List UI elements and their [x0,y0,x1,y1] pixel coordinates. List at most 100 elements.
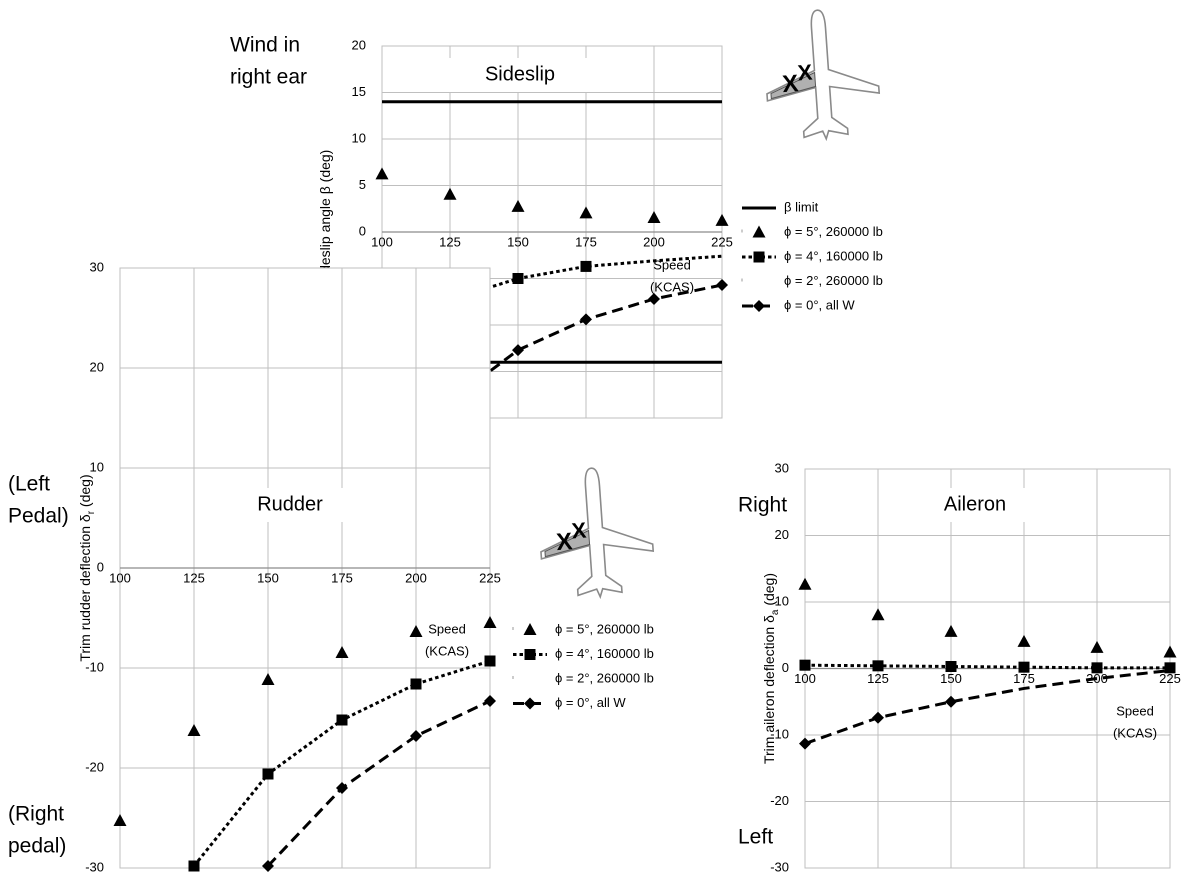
y-axis-label-part: (deg) [77,474,93,511]
side-annotation: Pedal) [8,505,69,528]
chart-title: Rudder [257,493,323,515]
y-tick-label: -20 [85,759,104,774]
x-tick-label: 225 [479,570,501,585]
square-marker [524,649,536,660]
x-tick-label: 125 [867,671,889,686]
diamond-marker [716,279,728,292]
x-tick-label: 225 [1159,671,1181,686]
legend-label: ϕ = 5°, 260000 lb [555,621,654,636]
triangle-marker [187,724,201,736]
legend-label: ϕ = 0°, all W [784,297,855,312]
chart: -30 -20 -10 0 10 20 30 100 125 150 175 200 225 Ailero… [738,460,1181,874]
triangle-marker [511,199,525,212]
airplane-outline [766,9,881,142]
y-tick-label: 30 [775,460,789,475]
x-tick-label: 150 [507,234,529,249]
series-line [804,669,1171,746]
diamond-marker [484,695,496,707]
y-tick-label: -30 [770,859,789,874]
y-tick-label: -30 [85,859,104,874]
y-tick-label: -10 [85,659,104,674]
square-marker [262,768,274,780]
legend-label: ϕ = 0°, all W [555,695,626,710]
side-annotation: Right [738,494,787,517]
side-annotation: (Left [8,473,50,496]
x-tick-label: 175 [1013,671,1035,686]
side-annotation: Left [738,826,773,849]
legend-label: ϕ = 4°, 160000 lb [555,646,654,661]
x-tick-label: 125 [439,234,461,249]
x-tick-label: 125 [183,570,205,585]
triangle-marker [1017,634,1031,647]
x-tick-label: 150 [257,570,279,585]
airplane-icon: XX [766,9,881,142]
square-marker [1164,662,1176,674]
square-marker [512,273,524,284]
square-marker [799,659,811,671]
x-axis-label: Speed [1116,703,1154,718]
side-annotation: (Right [8,803,64,826]
square-marker [1018,661,1030,673]
x-tick-label: 200 [405,570,427,585]
x-axis-label: Speed [653,257,691,272]
triangle-marker [1090,640,1104,653]
y-tick-label: 15 [352,84,366,99]
airplane-icon: XX [540,467,655,600]
icon-mark: X [781,70,799,98]
y-axis-label-part: Trim aileron deflection δ [761,615,777,764]
y-tick-label: -10 [770,726,789,741]
triangle-marker [798,577,812,590]
x-axis-label: Speed [428,621,466,636]
chart: -30 -20 -10 0 10 20 30 100 125 150 175 200 225 Rudder… [8,259,655,874]
diamond-marker [872,711,884,724]
y-tick-label: 10 [352,130,366,145]
square-marker [336,714,348,726]
triangle-marker [715,213,729,226]
triangle-marker [647,211,661,224]
triangle-marker [1163,645,1177,658]
y-tick-label: -20 [770,793,789,808]
legend-label: ϕ = 2°, 260000 lb [555,670,654,685]
y-tick-label: 0 [782,660,789,675]
x-tick-label: 150 [940,671,962,686]
x-tick-label: 175 [575,234,597,249]
triangle-marker [443,187,457,200]
diamond-marker [410,730,422,742]
title-box [445,58,595,92]
y-axis-label: Trim rudder deflection δr (deg) [77,474,97,661]
square-marker [580,260,592,272]
wing-shade [770,71,817,100]
y-tick-label: 30 [90,259,104,274]
legend-label: ϕ = 4°, 160000 lb [784,248,883,263]
x-tick-label: 200 [643,234,665,249]
side-annotation: Wind in [230,34,300,57]
side-annotation: right ear [230,66,307,89]
diamond-marker [945,695,957,708]
x-axis-label: (KCAS) [425,643,469,658]
y-tick-label: 20 [775,527,789,542]
diamond-marker [580,313,592,326]
triangle-marker [752,225,766,238]
series-line [266,699,491,868]
y-axis-label-part: (deg) [761,573,777,610]
title-box [220,488,360,522]
diamond-marker [512,344,524,357]
y-tick-label: 0 [359,223,366,238]
triangle-marker [375,167,389,180]
square-marker [945,661,957,673]
triangle-marker [113,814,127,826]
icon-mark: X [555,528,573,556]
side-annotation: pedal) [8,835,66,858]
triangle-marker [483,616,497,628]
x-tick-label: 100 [794,671,816,686]
legend: β limit ϕ = 5°, 260000 lb ϕ = 4°, 160000 l… [741,199,883,312]
legend-label: ϕ = 5°, 260000 lb [784,224,883,239]
diamond-marker [648,292,660,305]
y-tick-label: 0 [97,559,104,574]
x-tick-label: 200 [1086,671,1108,686]
y-tick-label: 10 [90,459,104,474]
x-tick-label: 100 [109,570,131,585]
diamond-marker [262,860,274,872]
triangle-marker [409,625,423,637]
y-axis-label-part: a [770,609,781,615]
